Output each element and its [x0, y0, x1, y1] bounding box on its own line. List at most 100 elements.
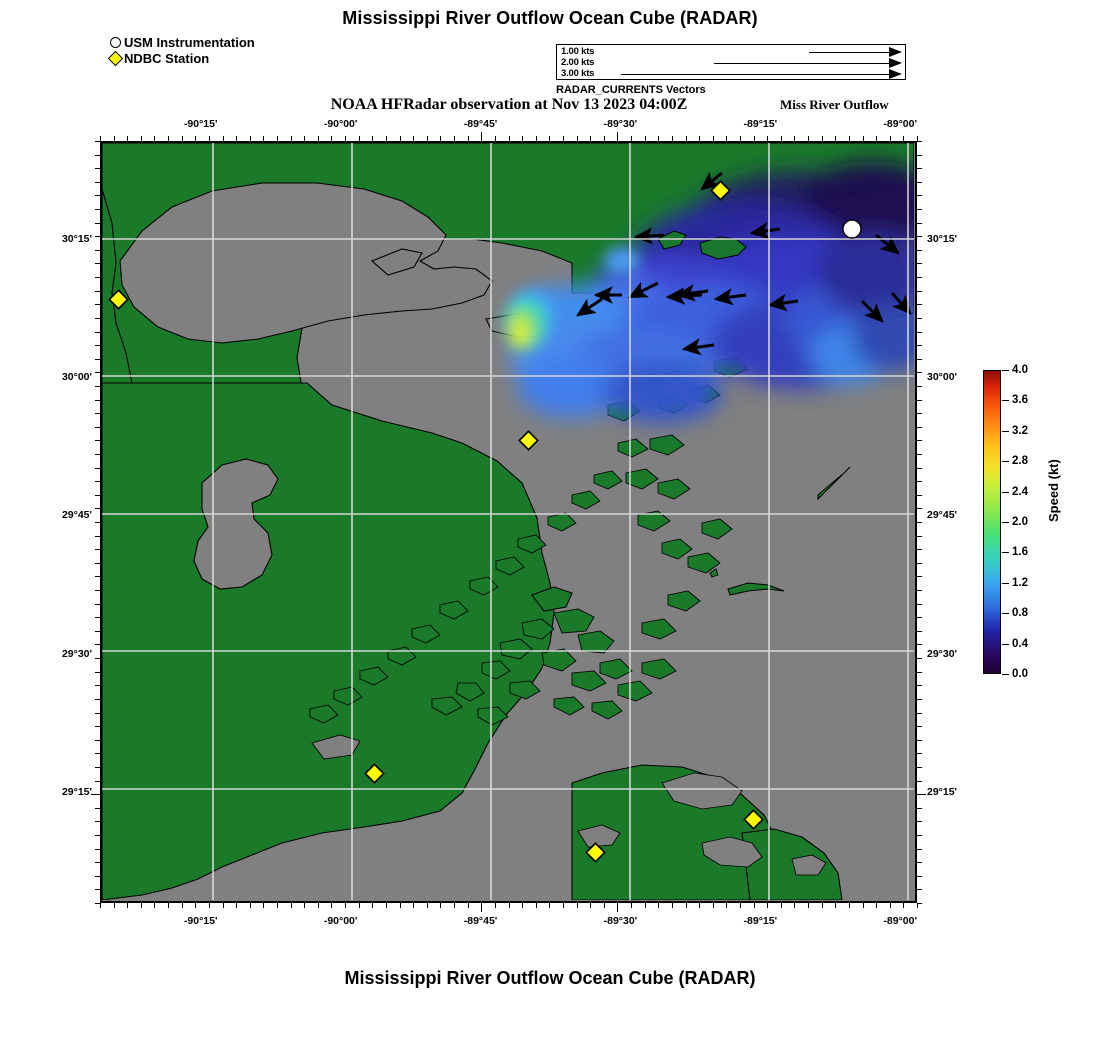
axis-tick: [95, 698, 100, 700]
vector-key-row: 3.00 kts: [557, 68, 905, 80]
axis-tick: [903, 136, 905, 141]
colorbar-tick-label: 0.4: [1012, 637, 1028, 650]
axis-tick: [576, 136, 578, 141]
axis-tick: [95, 168, 100, 170]
axis-tick: [208, 903, 210, 908]
axis-tick: [249, 903, 251, 908]
x-axis-tick-label: -89°15': [743, 118, 778, 130]
axis-tick: [95, 508, 100, 510]
axis-tick: [917, 875, 922, 877]
axis-tick: [95, 494, 100, 496]
axis-tick: [481, 903, 483, 912]
map-canvas[interactable]: [100, 141, 917, 903]
axis-tick: [95, 576, 100, 578]
colorbar-tick-label: 3.2: [1012, 424, 1028, 437]
axis-tick: [644, 903, 646, 908]
axis-tick: [95, 317, 100, 319]
axis-tick: [100, 903, 101, 908]
axis-tick: [794, 903, 796, 908]
axis-tick: [440, 903, 442, 908]
axis-tick: [848, 136, 850, 141]
axis-tick: [95, 522, 100, 523]
axis-tick: [917, 290, 922, 292]
axis-tick: [100, 136, 101, 141]
axis-tick: [535, 136, 537, 141]
axis-tick: [917, 617, 922, 619]
axis-tick: [168, 903, 170, 908]
axis-tick: [426, 136, 428, 141]
y-axis-tick-label: 29°30': [927, 647, 958, 660]
y-axis-tick-label: 30°15': [61, 233, 92, 246]
usm-instrumentation-markers: [842, 219, 862, 239]
axis-tick: [917, 331, 922, 333]
axis-tick: [917, 807, 922, 809]
axis-tick: [95, 834, 100, 836]
axis-tick: [95, 685, 100, 687]
axis-tick: [767, 136, 769, 141]
axis-tick: [426, 903, 428, 908]
axis-tick: [331, 136, 333, 141]
axis-tick: [917, 590, 922, 592]
vector-arrowhead-icon: [889, 69, 902, 79]
axis-tick: [917, 698, 922, 700]
current-vectors: [576, 171, 912, 356]
axis-tick: [95, 195, 100, 197]
vector-shaft: [621, 74, 889, 75]
axis-tick: [726, 136, 728, 141]
x-axis-tick-label: -90°15': [183, 915, 218, 927]
axis-tick: [249, 136, 251, 141]
axis-tick: [413, 903, 415, 908]
page-title: Mississippi River Outflow Ocean Cube (RA…: [342, 8, 758, 28]
axis-tick: [399, 136, 401, 141]
axis-tick: [95, 726, 100, 728]
axis-tick: [917, 834, 922, 836]
y-axis-tick-label: 30°00': [61, 371, 92, 384]
axis-tick: [95, 617, 100, 619]
legend-item-ndbc: NDBC Station: [107, 50, 255, 67]
vector-shaft: [714, 63, 889, 64]
bottom-title: Mississippi River Outflow Ocean Cube (RA…: [344, 968, 756, 988]
axis-tick: [399, 903, 401, 908]
axis-tick: [808, 136, 810, 141]
axis-tick: [917, 358, 922, 360]
axis-tick: [522, 136, 524, 141]
axis-tick: [263, 136, 265, 141]
observation-subtitle: NOAA HFRadar observation at Nov 13 2023 …: [330, 96, 688, 113]
axis-tick: [127, 903, 129, 908]
axis-tick: [95, 249, 100, 251]
axis-tick: [917, 862, 922, 864]
vector-shaft: [809, 52, 889, 53]
map-graphic: [102, 143, 914, 900]
axis-tick: [95, 141, 100, 142]
axis-tick: [917, 712, 922, 714]
axis-tick: [835, 903, 837, 908]
axis-tick: [181, 136, 183, 141]
axis-tick: [236, 903, 238, 908]
axis-tick: [372, 136, 374, 141]
axis-tick: [95, 440, 100, 442]
axis-tick: [917, 494, 922, 496]
axis-tick: [95, 807, 100, 809]
colorbar-tick-label: 2.8: [1012, 455, 1028, 468]
axis-tick: [95, 671, 100, 673]
axis-tick: [140, 903, 142, 908]
y-axis-tick-label: 30°15': [927, 233, 958, 246]
axis-tick: [917, 399, 922, 401]
axis-tick: [95, 290, 100, 292]
axis-tick: [95, 345, 100, 347]
axis-tick: [685, 136, 687, 141]
axis-tick: [95, 263, 100, 265]
station-legend: USM Instrumentation NDBC Station: [107, 35, 255, 67]
colorbar-tick: [1002, 370, 1009, 371]
axis-tick: [917, 535, 922, 537]
axis-tick: [95, 372, 100, 374]
axis-tick: [917, 317, 922, 319]
axis-tick: [917, 576, 922, 578]
colorbar-tick: [1002, 430, 1009, 432]
axis-tick: [454, 903, 456, 908]
axis-tick: [127, 136, 129, 141]
axis-tick: [95, 549, 100, 551]
colorbar-tick: [1002, 491, 1009, 493]
coastline-overlay: [531, 230, 747, 612]
colorbar-tick: [1002, 582, 1009, 584]
